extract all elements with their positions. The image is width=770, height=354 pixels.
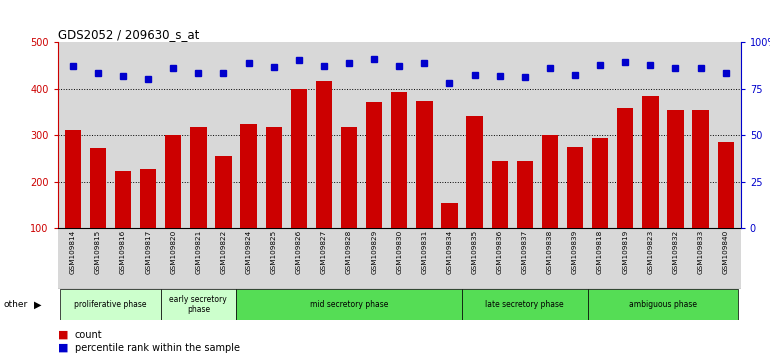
Bar [216, 156, 232, 275]
Text: GSM109824: GSM109824 [246, 230, 252, 274]
Text: count: count [75, 330, 102, 339]
Text: GSM109819: GSM109819 [622, 230, 628, 274]
Bar [718, 142, 734, 275]
Bar [668, 110, 684, 275]
Text: mid secretory phase: mid secretory phase [310, 300, 388, 309]
Text: GSM109814: GSM109814 [70, 230, 75, 274]
Text: GSM109826: GSM109826 [296, 230, 302, 274]
Text: GSM109816: GSM109816 [120, 230, 126, 274]
Text: GSM109834: GSM109834 [447, 230, 453, 274]
Text: GSM109818: GSM109818 [597, 230, 603, 274]
Bar [290, 89, 307, 275]
Text: GSM109835: GSM109835 [471, 230, 477, 274]
Text: other: other [4, 300, 28, 309]
Bar [60, 289, 161, 320]
Bar [567, 147, 583, 275]
Bar [161, 289, 236, 320]
Bar [165, 135, 182, 275]
Text: GSM109820: GSM109820 [170, 230, 176, 274]
Bar [266, 127, 282, 275]
Bar [642, 96, 658, 275]
Text: GSM109827: GSM109827 [321, 230, 327, 274]
Bar [542, 135, 558, 275]
Bar [441, 203, 457, 275]
Bar [316, 81, 332, 275]
Bar [190, 127, 206, 275]
Text: GDS2052 / 209630_s_at: GDS2052 / 209630_s_at [58, 28, 199, 41]
Text: GSM109838: GSM109838 [547, 230, 553, 274]
Bar [65, 130, 81, 275]
Text: GSM109839: GSM109839 [572, 230, 578, 274]
Text: GSM109837: GSM109837 [522, 230, 527, 274]
Bar [341, 127, 357, 275]
Text: ambiguous phase: ambiguous phase [629, 300, 697, 309]
Bar [462, 289, 588, 320]
Text: GSM109822: GSM109822 [220, 230, 226, 274]
Text: GSM109832: GSM109832 [672, 230, 678, 274]
Text: GSM109815: GSM109815 [95, 230, 101, 274]
Text: ■: ■ [58, 330, 69, 339]
Text: GSM109830: GSM109830 [397, 230, 402, 274]
Bar [517, 161, 533, 275]
Text: GSM109825: GSM109825 [271, 230, 276, 274]
Bar [491, 161, 508, 275]
Bar [467, 116, 483, 275]
Bar [90, 148, 106, 275]
Bar [366, 102, 382, 275]
Text: ▶: ▶ [34, 299, 42, 309]
Text: proliferative phase: proliferative phase [74, 300, 147, 309]
Bar [417, 101, 433, 275]
Text: GSM109828: GSM109828 [346, 230, 352, 274]
Bar [692, 110, 708, 275]
Bar [617, 108, 634, 275]
Bar [240, 124, 256, 275]
Text: GSM109831: GSM109831 [421, 230, 427, 274]
Text: GSM109840: GSM109840 [723, 230, 728, 274]
Text: GSM109823: GSM109823 [648, 230, 653, 274]
Text: GSM109836: GSM109836 [497, 230, 503, 274]
Text: late secretory phase: late secretory phase [485, 300, 564, 309]
Bar [592, 138, 608, 275]
Text: GSM109821: GSM109821 [196, 230, 202, 274]
Text: percentile rank within the sample: percentile rank within the sample [75, 343, 239, 353]
Text: early secretory
phase: early secretory phase [169, 295, 227, 314]
Bar [115, 171, 131, 275]
Bar [391, 92, 407, 275]
Text: GSM109833: GSM109833 [698, 230, 704, 274]
Text: ■: ■ [58, 343, 69, 353]
Text: GSM109829: GSM109829 [371, 230, 377, 274]
Bar [236, 289, 462, 320]
Bar [588, 289, 738, 320]
Text: GSM109817: GSM109817 [146, 230, 151, 274]
Bar [140, 169, 156, 275]
